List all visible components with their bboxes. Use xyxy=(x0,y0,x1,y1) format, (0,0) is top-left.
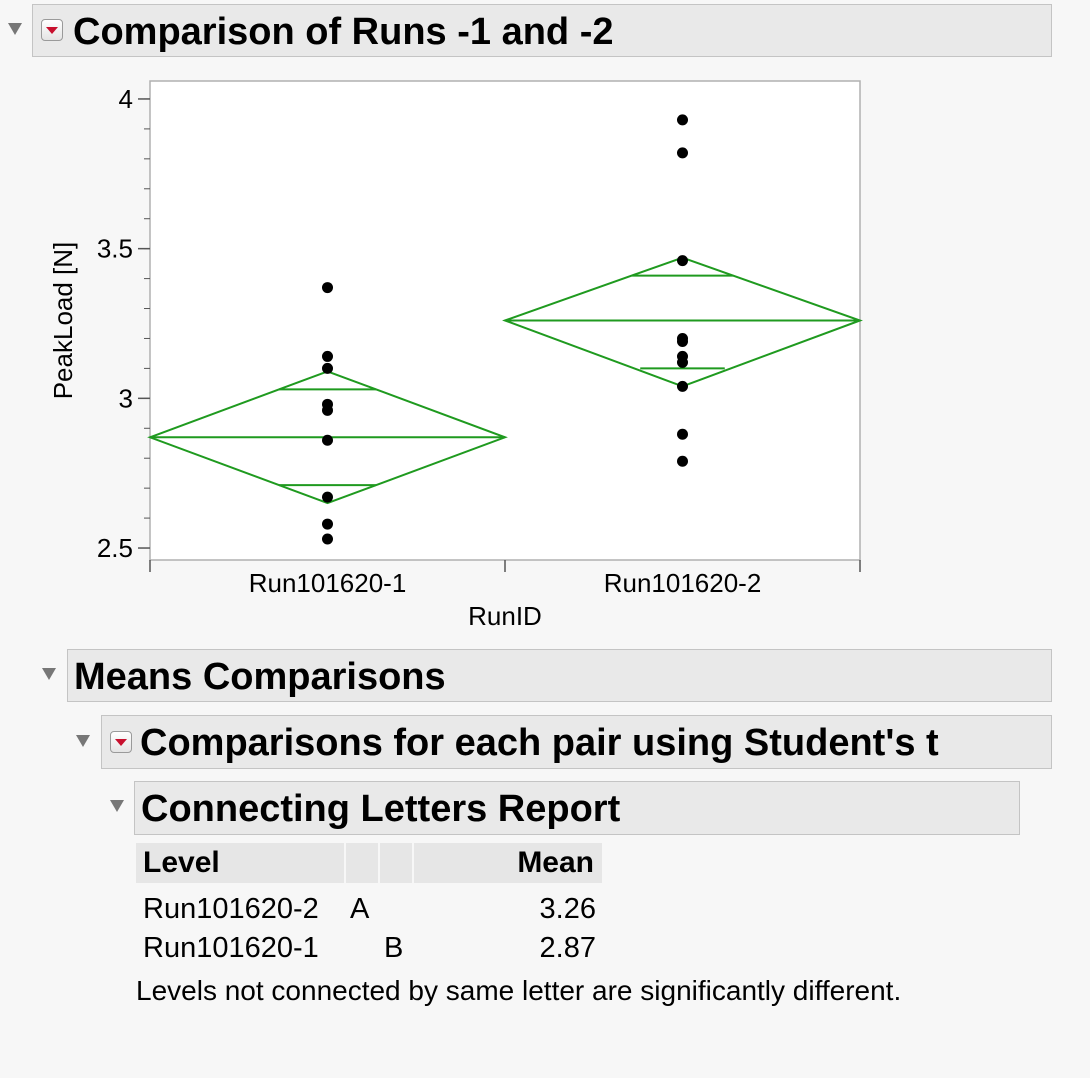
mean-column-header: Mean xyxy=(414,843,602,883)
level-cell: Run101620-2 xyxy=(143,893,319,925)
means-comparisons-header: Means Comparisons xyxy=(67,649,1052,702)
y-tick-label: 3 xyxy=(119,383,133,413)
red-triangle-menu-icon[interactable] xyxy=(41,19,63,41)
data-point xyxy=(322,491,333,503)
letter-column-header xyxy=(346,843,378,883)
letter-cell: B xyxy=(384,932,404,964)
letter-cell: A xyxy=(350,893,370,925)
data-point xyxy=(677,356,688,368)
red-triangle-menu-icon[interactable] xyxy=(110,731,132,753)
footnote: Levels not connected by same letter are … xyxy=(136,975,902,1006)
level-column-header: Level xyxy=(136,843,344,883)
data-point xyxy=(322,362,333,374)
level-cell: Run101620-1 xyxy=(143,932,319,964)
mean-cell: 2.87 xyxy=(539,932,596,964)
disclosure-triangle-icon[interactable] xyxy=(76,735,90,747)
oneway-plot: 2.5 3 3.5 4 Run101620-1 Run101620-2 RunID PeakL… xyxy=(48,80,863,631)
data-point xyxy=(677,114,688,126)
x-tick-label: Run101620-2 xyxy=(604,568,762,598)
data-point xyxy=(322,533,333,545)
data-point xyxy=(677,380,688,392)
report-header: Comparison of Runs -1 and -2 xyxy=(32,4,1052,57)
data-point xyxy=(677,335,688,347)
data-point xyxy=(677,428,688,440)
y-tick-label: 4 xyxy=(119,84,133,114)
report-title: Comparison of Runs -1 and -2 xyxy=(73,11,614,53)
means-comparisons-title: Means Comparisons xyxy=(74,656,446,698)
data-point xyxy=(322,282,333,294)
connecting-letters-title: Connecting Letters Report xyxy=(141,788,621,830)
data-point xyxy=(677,147,688,159)
data-point xyxy=(322,434,333,446)
disclosure-triangle-icon[interactable] xyxy=(42,668,56,680)
plot-area: 2.5 3 3.5 4 Run101620-1 Run101620-2 RunID PeakL… xyxy=(48,80,863,631)
x-tick-label: Run101620-1 xyxy=(249,568,407,598)
data-point xyxy=(322,350,333,362)
data-point xyxy=(322,518,333,530)
data-point xyxy=(677,255,688,267)
student-t-header: Comparisons for each pair using Student'… xyxy=(101,715,1052,769)
disclosure-triangle-icon[interactable] xyxy=(8,23,22,35)
data-point xyxy=(677,455,688,467)
x-axis-label: RunID xyxy=(468,601,542,631)
connecting-letters-table: Level Mean Run101620-2 A 3.26 Run101620-… xyxy=(136,843,606,973)
mean-cell: 3.26 xyxy=(539,893,596,925)
y-tick-label: 3.5 xyxy=(97,234,133,264)
y-tick-label: 2.5 xyxy=(97,533,133,563)
disclosure-triangle-icon[interactable] xyxy=(110,800,124,812)
data-point xyxy=(322,404,333,416)
connecting-letters-header: Connecting Letters Report xyxy=(134,781,1020,835)
letter-column-header xyxy=(380,843,412,883)
y-axis-label: PeakLoad [N] xyxy=(48,242,78,400)
student-t-title: Comparisons for each pair using Student'… xyxy=(140,722,939,764)
